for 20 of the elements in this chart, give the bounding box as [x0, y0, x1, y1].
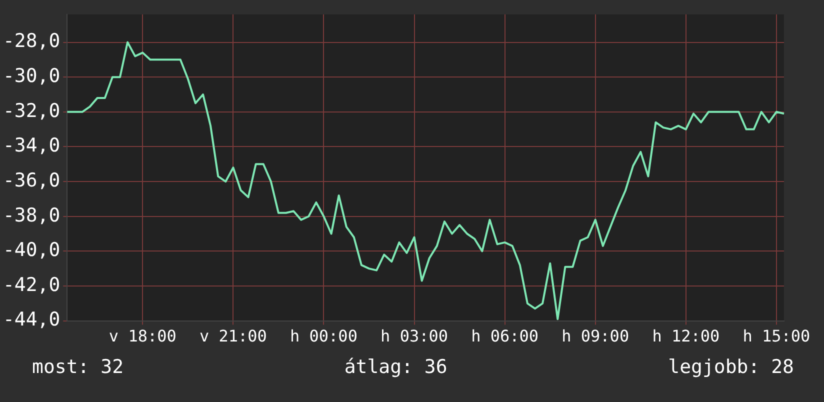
y-tick-label: -40,0	[2, 239, 60, 262]
text: átlag: 36	[344, 356, 448, 378]
y-tick-label: -34,0	[2, 134, 60, 157]
x-tick-label: h 15:00	[742, 326, 810, 346]
y-tick-label: -38,0	[2, 204, 60, 226]
x-tick-label: h 09:00	[562, 326, 630, 346]
x-tick-label: v 18:00	[108, 326, 176, 346]
y-tick-label: -32,0	[2, 100, 60, 122]
x-tick-label: h 12:00	[652, 326, 720, 346]
y-tick-label: -44,0	[2, 308, 60, 331]
y-tick-label: -42,0	[2, 274, 60, 296]
x-tick-label: h 03:00	[380, 326, 448, 346]
text: most: 32	[32, 356, 124, 378]
x-tick-label: h 00:00	[290, 326, 358, 346]
y-tick-label: -30,0	[2, 65, 60, 88]
y-tick-label: -28,0	[2, 30, 60, 52]
x-tick-label: h 06:00	[471, 326, 539, 346]
x-tick-label: v 21:00	[199, 326, 267, 346]
y-tick-label: -36,0	[2, 169, 60, 192]
text: legjobb: 28	[668, 356, 794, 378]
